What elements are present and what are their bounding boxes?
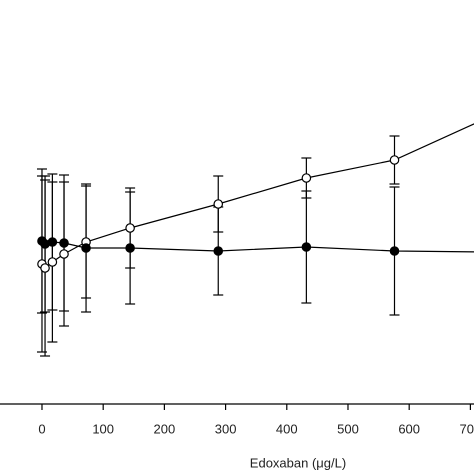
x-tick-label: 100 (92, 421, 114, 436)
data-point (213, 199, 224, 209)
data-point (81, 243, 91, 253)
x-axis-label: Edoxaban (μg/L) (250, 455, 346, 470)
x-tick-label: 700 (460, 421, 474, 436)
data-point (40, 263, 50, 273)
series-line (41, 240, 474, 253)
x-tick-label: 600 (398, 421, 420, 436)
data-point (301, 173, 312, 183)
data-point (301, 242, 312, 252)
data-point (213, 246, 224, 256)
series-line (41, 123, 474, 269)
data-point (125, 243, 135, 253)
x-tick-label: 500 (337, 421, 359, 436)
data-point (389, 155, 400, 165)
data-point (389, 246, 400, 256)
data-point (59, 249, 69, 259)
data-point (47, 237, 58, 247)
plot-area (36, 123, 474, 357)
data-point (125, 223, 135, 233)
data-point (47, 257, 58, 267)
x-tick-label: 400 (276, 421, 298, 436)
data-point (59, 238, 69, 248)
x-tick-label: 300 (215, 421, 237, 436)
x-tick-label: 200 (154, 421, 176, 436)
x-tick-label: 0 (38, 421, 45, 436)
